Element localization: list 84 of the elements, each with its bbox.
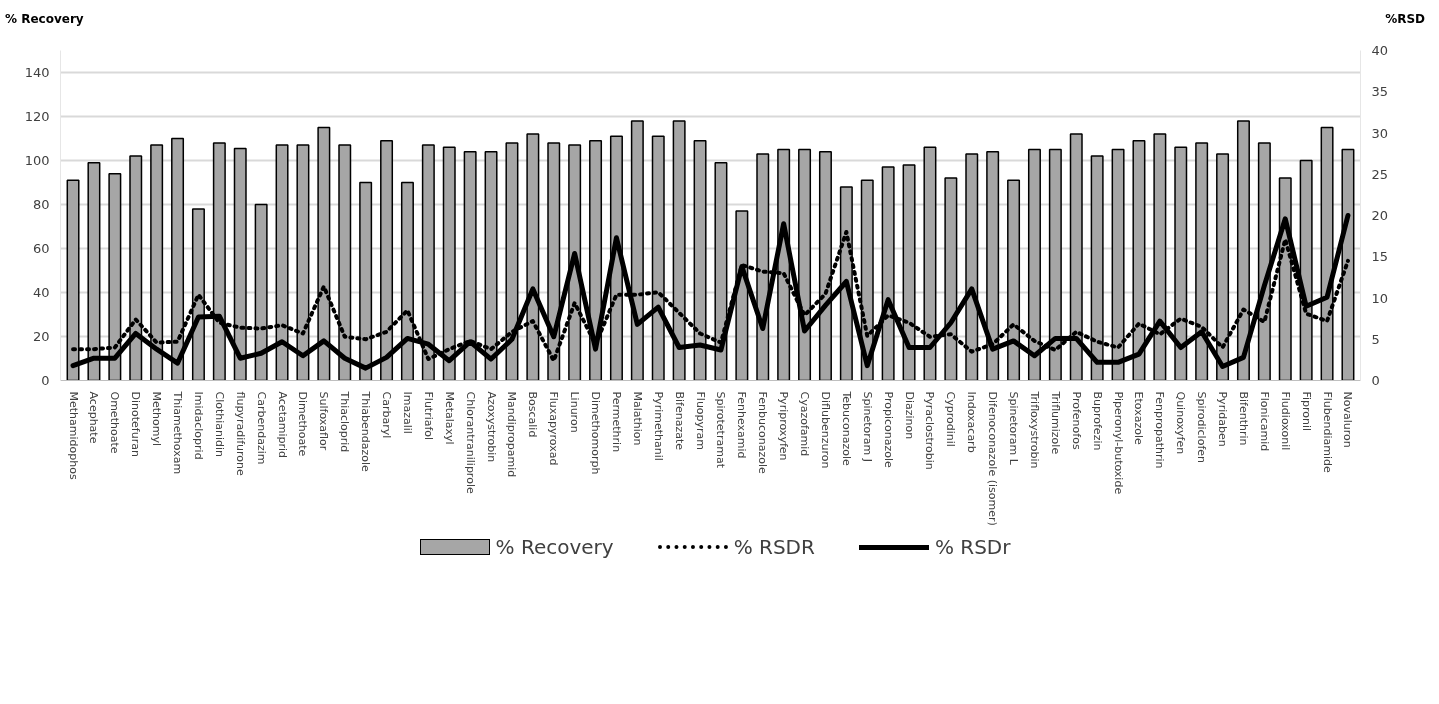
x-tick-label: Chlorantraniliprole [463, 391, 477, 494]
x-tick-label: Mandipropamid [505, 391, 519, 478]
x-tick-label: Difenoconazole (isomer) [986, 391, 1000, 526]
x-tick-label: Pyridaben [1216, 391, 1230, 447]
x-tick-label: flupyradifurone [233, 391, 247, 477]
x-tick-label: Trifloxystrobin [1027, 390, 1041, 469]
legend-label: % RSDr [934, 534, 1011, 561]
y2-tick-label: 15 [1371, 249, 1389, 265]
x-tick-label: Acephate [87, 391, 101, 444]
x-tick-label: Fenpropathrin [1153, 391, 1167, 469]
x-tick-label: Sulfoxaflor [317, 391, 331, 451]
x-tick-label: Clothianidin [212, 391, 226, 458]
x-tick-label: Thiamethoxam [171, 390, 185, 475]
x-tick-label: Diazinon [902, 391, 916, 440]
y2-tick-label: 35 [1371, 84, 1389, 100]
x-tick-label: Piperonyl-butoxide [1111, 391, 1125, 495]
y2-tick-label: 25 [1371, 166, 1389, 182]
y-tick-label: 0 [41, 373, 50, 388]
x-tick-label: Diflubenzuron [818, 391, 832, 469]
x-tick-label: Etoxazole [1132, 391, 1146, 445]
y2-axis-title: %RSD [1385, 11, 1425, 28]
x-tick-label: Carbendazim [254, 391, 268, 465]
x-tick-label: Thiabendazole [359, 390, 373, 472]
x-tick-label: Thiacloprid [338, 390, 352, 453]
x-tick-label: Tebuconazole [839, 390, 853, 467]
x-tick-label: Spirodiclofen [1195, 391, 1209, 464]
y-tick-label: 80 [32, 197, 50, 212]
x-tick-label: Dimethomorph [589, 391, 603, 475]
y2-tick-label: 5 [1371, 331, 1380, 347]
x-tick-label: Imidacloprid [191, 391, 205, 460]
x-tick-label: Spinetoram J [860, 391, 874, 463]
x-tick-label: Permethrin [609, 391, 623, 453]
x-tick-label: Propiconazole [881, 391, 895, 469]
y2-tick-label: 20 [1371, 208, 1389, 223]
x-tick-label: Quinoxyfen [1174, 391, 1188, 455]
x-tick-label: Azoxystrobin [484, 391, 498, 463]
y-axis-title: % Recovery [5, 11, 84, 28]
x-tick-label: Triflumizole [1048, 390, 1062, 455]
x-tick-label: Indoxacarb [965, 391, 979, 453]
x-tick-label: Methomyl [150, 391, 164, 447]
y2-tick-label: 30 [1371, 125, 1389, 141]
x-tick-label: Cyazofamid [798, 391, 812, 457]
x-tick-label: Boscalid [526, 391, 540, 438]
x-tick-label: Novaluron [1341, 391, 1355, 448]
x-tick-label: Malathion [630, 391, 644, 446]
x-tick-label: Flonicamid [1257, 391, 1271, 452]
y2-tick-label: 0 [1371, 373, 1380, 388]
x-tick-label: Fludioxonil [1278, 391, 1292, 451]
x-tick-label: Pyraclostrobin [923, 391, 937, 470]
y-tick-label: 140 [24, 65, 50, 80]
x-tick-label: Dinotefuran [129, 391, 143, 457]
x-tick-label: Dimethoate [296, 391, 310, 457]
x-tick-label: Fluopyram [693, 391, 707, 451]
x-tick-label: Methamidophos [66, 391, 80, 480]
x-tick-label: Buprofezin [1090, 391, 1104, 451]
y2-tick-label: 40 [1371, 43, 1389, 58]
x-tick-label: Pyrimethanil [651, 391, 665, 461]
legend-label: % RSDR [733, 534, 815, 561]
y-tick-label: 120 [24, 109, 50, 124]
y-tick-label: 100 [24, 153, 50, 168]
x-tick-label: Flutriafol [421, 391, 435, 441]
x-tick-label: Fluxapyroxad [547, 391, 561, 466]
x-tick-label: Spirotetramat [714, 391, 728, 469]
x-tick-label: Imazalil [400, 391, 414, 434]
y2-tick-label: 10 [1371, 290, 1389, 306]
y-tick-label: 60 [32, 241, 50, 256]
x-tick-label: Fenbuconazole [756, 391, 770, 474]
x-tick-label: Metalaxyl [442, 391, 456, 445]
x-tick-label: Bifenazate [672, 391, 686, 451]
x-tick-label: Acetamiprid [275, 391, 289, 459]
x-tick-label: Carbaryl [380, 391, 394, 439]
x-tick-label: Flubendiamide [1320, 391, 1334, 474]
x-tick-label: Cyprodinil [944, 391, 958, 447]
x-tick-label: Pyriproxyfen [777, 391, 791, 461]
x-tick-label: Linuron [568, 391, 582, 433]
y-tick-label: 20 [32, 329, 50, 344]
x-tick-label: Profenofos [1069, 391, 1083, 450]
legend-label: % Recovery [495, 534, 614, 561]
x-tick-label: Spinetoram L [1007, 391, 1021, 466]
x-tick-label: Fenhexamid [735, 391, 749, 459]
x-tick-label: Bifenthrin [1236, 391, 1250, 446]
x-tick-label: Fipronil [1299, 391, 1313, 432]
x-tick-label: Omethoate [108, 391, 122, 454]
y-tick-label: 40 [32, 285, 50, 300]
